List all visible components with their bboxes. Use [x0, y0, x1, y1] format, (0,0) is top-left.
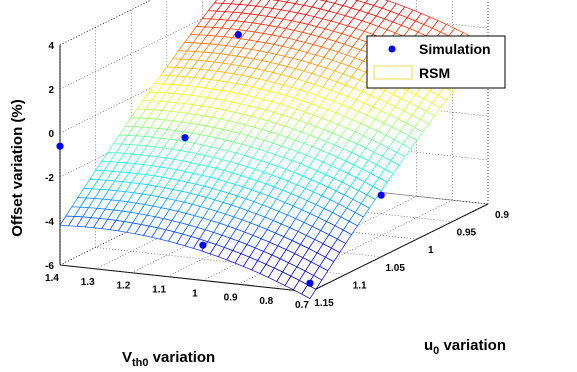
tick-labels: 1.4 1.3 1.2 1.1 1 0.9 0.8 0.7 1.15 1.1 1.05 1 0.95 0.…: [45, 41, 509, 311]
y-tick-label: 0.95: [457, 228, 477, 239]
y-axis-label-sub: 0: [433, 345, 439, 357]
grid-x-floor: [309, 203, 489, 293]
simulation-point: [181, 134, 189, 142]
z-tick-label: -4: [45, 217, 54, 228]
x-axis-line: [59, 264, 311, 293]
surface-cell: [59, 215, 75, 227]
y-tick-label: 1: [428, 245, 434, 256]
simulation-point: [377, 191, 385, 199]
legend-rsm-swatch: [373, 65, 413, 80]
y-tick-label: 1.05: [385, 263, 405, 274]
simulation-point: [199, 241, 207, 249]
y-tick-label: 0.9: [495, 210, 509, 221]
legend-simulation-label: Simulation: [419, 41, 491, 57]
y-axis-label-rest: variation: [439, 337, 506, 354]
z-tick-label: -2: [45, 173, 54, 184]
simulation-point: [234, 30, 242, 39]
z-axis-label: Offset variation (%): [9, 99, 26, 237]
y-tick-label: 1.1: [353, 280, 367, 291]
grid-z-left-wall: [59, 0, 152, 46]
x-axis-label-rest: variation: [149, 349, 216, 366]
z-tick-label: 4: [48, 41, 54, 52]
y-axis-label-main: u: [424, 337, 433, 354]
legend: Simulation RSM: [366, 35, 506, 89]
y-tick-label: 1.15: [314, 298, 334, 309]
legend-box: [366, 35, 506, 89]
x-axis-label: Vth0 variation: [122, 349, 215, 369]
x-tick-label: 1.2: [116, 281, 130, 292]
y-axis-label: u0 variation: [424, 337, 506, 357]
x-tick-label: 0.7: [295, 300, 309, 311]
x-axis-label-sub: th0: [132, 357, 149, 369]
z-tick-label: 0: [48, 129, 54, 140]
x-tick-label: 1.4: [45, 273, 59, 284]
simulation-point: [306, 279, 314, 287]
x-tick-label: 0.9: [224, 292, 238, 303]
x-axis-label-main: V: [122, 349, 132, 366]
z-tick-label: 2: [48, 85, 54, 96]
x-tick-label: 1.3: [81, 277, 95, 288]
x-tick-label: 1.1: [152, 285, 166, 296]
x-tick-label: 1: [192, 288, 198, 299]
simulation-point: [56, 142, 64, 150]
legend-simulation-marker: [388, 45, 396, 53]
z-tick-label: -6: [45, 261, 54, 272]
legend-rsm-label: RSM: [419, 65, 450, 81]
x-tick-label: 0.8: [259, 296, 273, 307]
